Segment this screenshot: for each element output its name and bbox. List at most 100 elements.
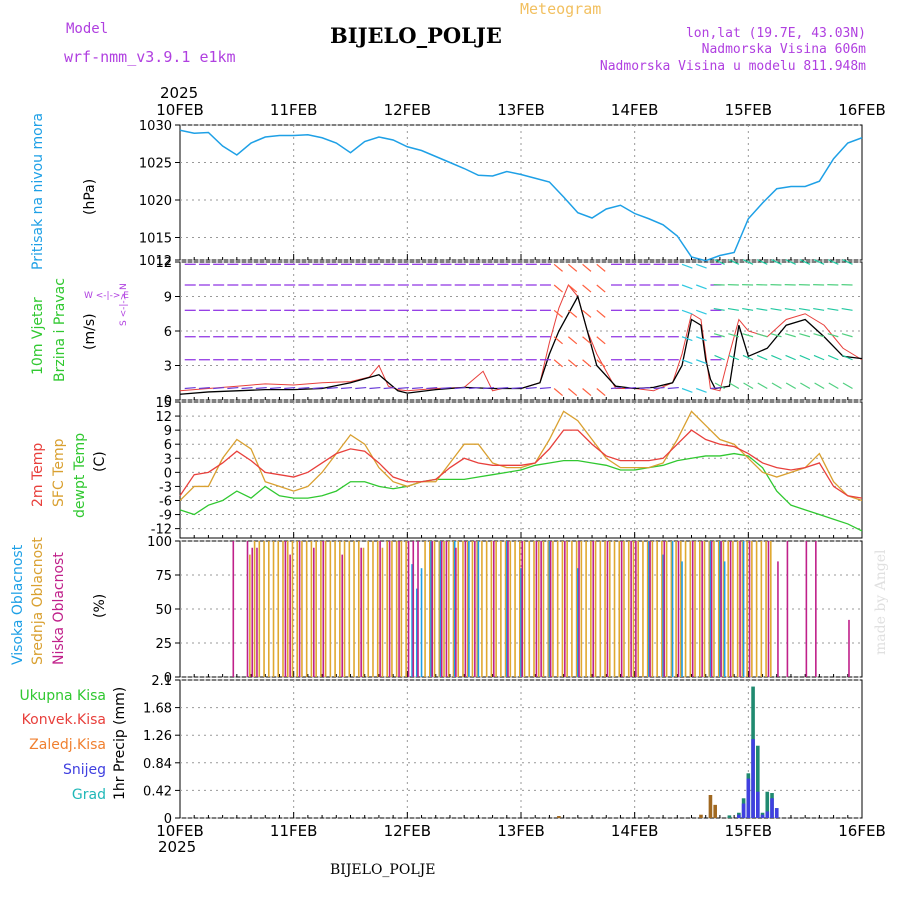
wind-barb [213,386,225,390]
wind-barb [799,354,811,361]
precip-legend-grad: Grad [72,787,106,803]
wind-barb [567,309,578,318]
date-tick-bottom: 15FEB [725,822,772,840]
wind-ylabel-1: 10m Vjetar [30,297,46,375]
gust-line [179,284,863,392]
wind-ytick-label: 6 [164,325,172,340]
date-tick-top: 14FEB [611,101,658,119]
wind-barb [596,336,606,345]
temp-unit: (C) [92,451,108,472]
wind-barb [756,333,768,338]
precip-bar [557,816,561,818]
pressure-ytick-label: 1015 [139,232,172,247]
precip-legend-snow: Snijeg [63,762,106,778]
footer-title: BIJELO_POLJE [330,862,435,878]
wind-barb [539,386,551,390]
temperature-ytick-label: 9 [164,424,172,439]
wind-barb [596,284,606,293]
wind-barb [567,263,578,272]
wind-barb [667,386,679,390]
wind-barb [798,307,810,311]
wind-barb [696,336,707,342]
wind-barb [728,354,740,361]
wind-barb [742,333,754,338]
precip-snow-bar [756,791,760,818]
wind-barb [681,309,693,315]
date-tick-bottom: 16FEB [838,822,885,840]
wind-barb [784,307,796,311]
wind-barb [827,307,839,311]
wind-barb [728,333,740,338]
wind-barb [610,386,622,390]
pressure-ytick-label: 1030 [139,119,172,134]
precip-unit: (mm) [112,687,128,725]
wind-barb [596,359,606,368]
cloud-unit: (%) [92,594,108,618]
precip-ytick-label: 0.84 [143,757,172,772]
wind-barb [770,307,782,311]
wind-ytick-label: 0 [164,394,172,409]
wind-barb [340,386,353,390]
wind-barb [582,309,592,318]
wind-barb [241,386,253,390]
year-top: 2025 [160,84,198,102]
wind-barb [454,386,466,390]
temp2m-label: 2m Temp [30,443,46,507]
wind-barb [842,259,853,265]
temperature-ytick-label: -6 [159,494,172,509]
wind-barb [742,307,754,311]
precip-bar [756,745,760,818]
wind-barb [681,336,693,342]
wind-barb [553,336,563,345]
wind-barb [625,386,637,390]
wind-barb [696,309,707,315]
precip-snow-bar [760,814,765,818]
precip-ytick-label: 0.42 [143,784,172,799]
precip-legend-conv: Konvek.Kisa [22,712,106,728]
precip-snow-bar [774,808,779,818]
cloud-low-label: Niska Oblacnost [51,552,67,665]
wind-barb [681,263,693,269]
wind-barb [412,386,424,390]
wind-barb [729,382,740,390]
clouds-ytick-label: 100 [147,535,172,550]
wind-barb [713,307,725,311]
date-tick-top: 15FEB [725,101,772,119]
wind-barb [696,387,707,393]
wind-speed-line [179,294,863,395]
wind-barb [714,382,725,390]
wind-barb [756,307,768,311]
wind-barb [567,388,578,397]
wind-barb [696,284,707,290]
wind-barb [426,386,438,390]
wind-barb [511,386,523,390]
wind-barb [184,386,196,390]
wind-barb [553,309,563,318]
date-tick-bottom: 13FEB [497,822,544,840]
wind-barb [553,388,563,397]
model-elevation-label: Nadmorska Visina u modelu 811.948m [600,59,866,74]
precip-bar [727,815,732,818]
cloud-mid-label: Srednja Oblacnost [30,537,46,665]
precip-bar [699,814,703,818]
watermark: made by Angel [873,549,889,655]
precip-bar [713,804,717,818]
wind-barb [714,259,725,265]
wind-barb [714,354,725,361]
wind-barb [497,386,509,390]
wind-barb [383,386,395,390]
wind-barb [728,259,740,265]
wind-barb [842,354,853,361]
wind-barb [681,284,693,290]
precip-ytick-label: 0 [164,812,172,827]
pressure-ytick-label: 1025 [139,157,172,172]
temperature-ytick-label: 6 [164,438,172,453]
wind-barb [198,386,210,390]
date-tick-bottom: 12FEB [384,822,431,840]
wind-barb [596,263,606,272]
precip-snow-bar [746,778,751,818]
wind-unit: (m/s) [82,313,98,350]
wind-barb [596,388,606,397]
wind-barb [841,333,853,338]
wind-ytick-label: 12 [155,256,172,271]
